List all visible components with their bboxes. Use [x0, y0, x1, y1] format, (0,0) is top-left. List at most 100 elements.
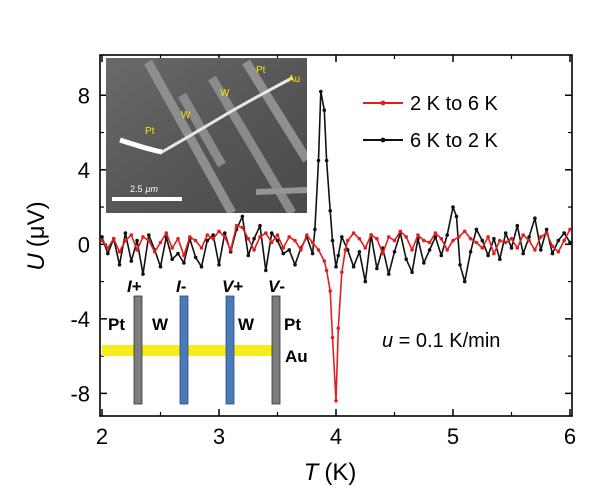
data-point — [375, 266, 379, 271]
sem-scale-text: 2.5 μm — [130, 184, 158, 194]
schematic-contact-3 — [225, 295, 235, 405]
schematic-terminal-2: I- — [176, 277, 186, 296]
data-point — [556, 238, 561, 243]
data-point — [100, 235, 104, 239]
data-point — [336, 326, 341, 331]
data-point — [111, 236, 116, 241]
data-point — [509, 246, 514, 250]
data-point — [252, 236, 256, 241]
data-point — [164, 231, 169, 235]
data-point — [451, 205, 455, 209]
data-point — [445, 248, 450, 252]
data-point — [199, 246, 204, 250]
schematic-contact-1 — [133, 295, 143, 405]
data-point — [336, 253, 341, 258]
data-point — [258, 235, 262, 239]
data-point — [170, 257, 174, 262]
sweep-rate-annotation: u = 0.1 K/min — [382, 330, 500, 352]
data-point — [375, 236, 379, 241]
legend-item-red: 2 K to 6 K — [363, 93, 498, 115]
data-point — [433, 231, 438, 235]
x-axis-title: T (K) — [304, 459, 357, 486]
data-point — [330, 238, 335, 243]
data-point — [129, 233, 134, 237]
data-point — [246, 236, 251, 241]
data-point — [287, 248, 292, 252]
data-point — [299, 248, 303, 252]
x-tick-label: 3 — [213, 424, 225, 449]
data-point — [252, 248, 256, 252]
data-point — [258, 223, 262, 228]
data-point — [322, 108, 327, 112]
data-point — [486, 253, 490, 258]
data-point — [503, 240, 508, 245]
data-point — [462, 229, 467, 234]
data-point — [293, 263, 297, 267]
data-point — [193, 238, 198, 243]
sem-nanowire-glow — [119, 137, 163, 155]
schematic-material-2: W — [152, 315, 169, 334]
schematic-terminal-4: V- — [268, 277, 285, 296]
data-point — [281, 246, 286, 250]
data-point — [351, 264, 356, 269]
data-point — [176, 236, 180, 241]
data-point — [509, 236, 514, 241]
data-point — [468, 236, 473, 241]
sem-electrode-5 — [255, 187, 307, 195]
data-point — [182, 261, 186, 265]
data-point — [398, 229, 403, 234]
data-point — [147, 233, 151, 237]
data-point — [492, 236, 496, 241]
data-point — [539, 235, 543, 239]
data-point — [176, 251, 180, 256]
data-point — [217, 229, 221, 234]
data-point — [527, 235, 531, 239]
x-tick-label: 6 — [564, 424, 576, 449]
data-point — [498, 238, 502, 243]
data-point — [521, 233, 525, 237]
data-point — [269, 240, 274, 245]
data-point — [454, 214, 459, 219]
data-point — [416, 233, 420, 237]
data-point — [458, 263, 462, 267]
data-point — [264, 268, 268, 273]
data-point — [205, 238, 210, 243]
data-point — [117, 263, 122, 267]
y-tick-label: 4 — [78, 158, 90, 183]
schematic-wire-label: Au — [285, 347, 308, 366]
data-point — [480, 238, 485, 243]
data-point — [357, 250, 362, 254]
data-point — [106, 246, 110, 250]
data-point — [141, 235, 145, 239]
data-point — [404, 235, 409, 239]
schematic-terminal-1: I+ — [127, 277, 142, 296]
schematic-material-4: Pt — [284, 315, 301, 334]
data-point — [182, 253, 186, 258]
data-point — [515, 246, 520, 250]
data-point — [240, 214, 245, 219]
data-point — [100, 238, 104, 243]
data-point — [334, 399, 338, 403]
data-point — [439, 253, 444, 258]
schematic-material-1: Pt — [108, 315, 125, 334]
data-point — [351, 231, 356, 235]
data-point — [498, 257, 502, 262]
data-point — [117, 250, 122, 254]
sem-label-au: Au — [288, 74, 300, 85]
data-point — [199, 264, 204, 269]
data-point — [313, 227, 317, 232]
data-point — [480, 246, 485, 250]
data-point — [158, 264, 163, 269]
data-point — [386, 235, 391, 239]
data-point — [141, 272, 145, 276]
data-point — [451, 238, 455, 243]
x-tick-label: 2 — [96, 424, 108, 449]
legend-item-black: 6 K to 2 K — [363, 130, 498, 152]
data-point — [123, 238, 128, 243]
data-point — [568, 227, 572, 232]
data-point — [562, 231, 566, 235]
data-point — [334, 264, 338, 269]
data-point — [427, 240, 432, 245]
data-point — [135, 248, 139, 252]
data-point — [147, 238, 151, 243]
